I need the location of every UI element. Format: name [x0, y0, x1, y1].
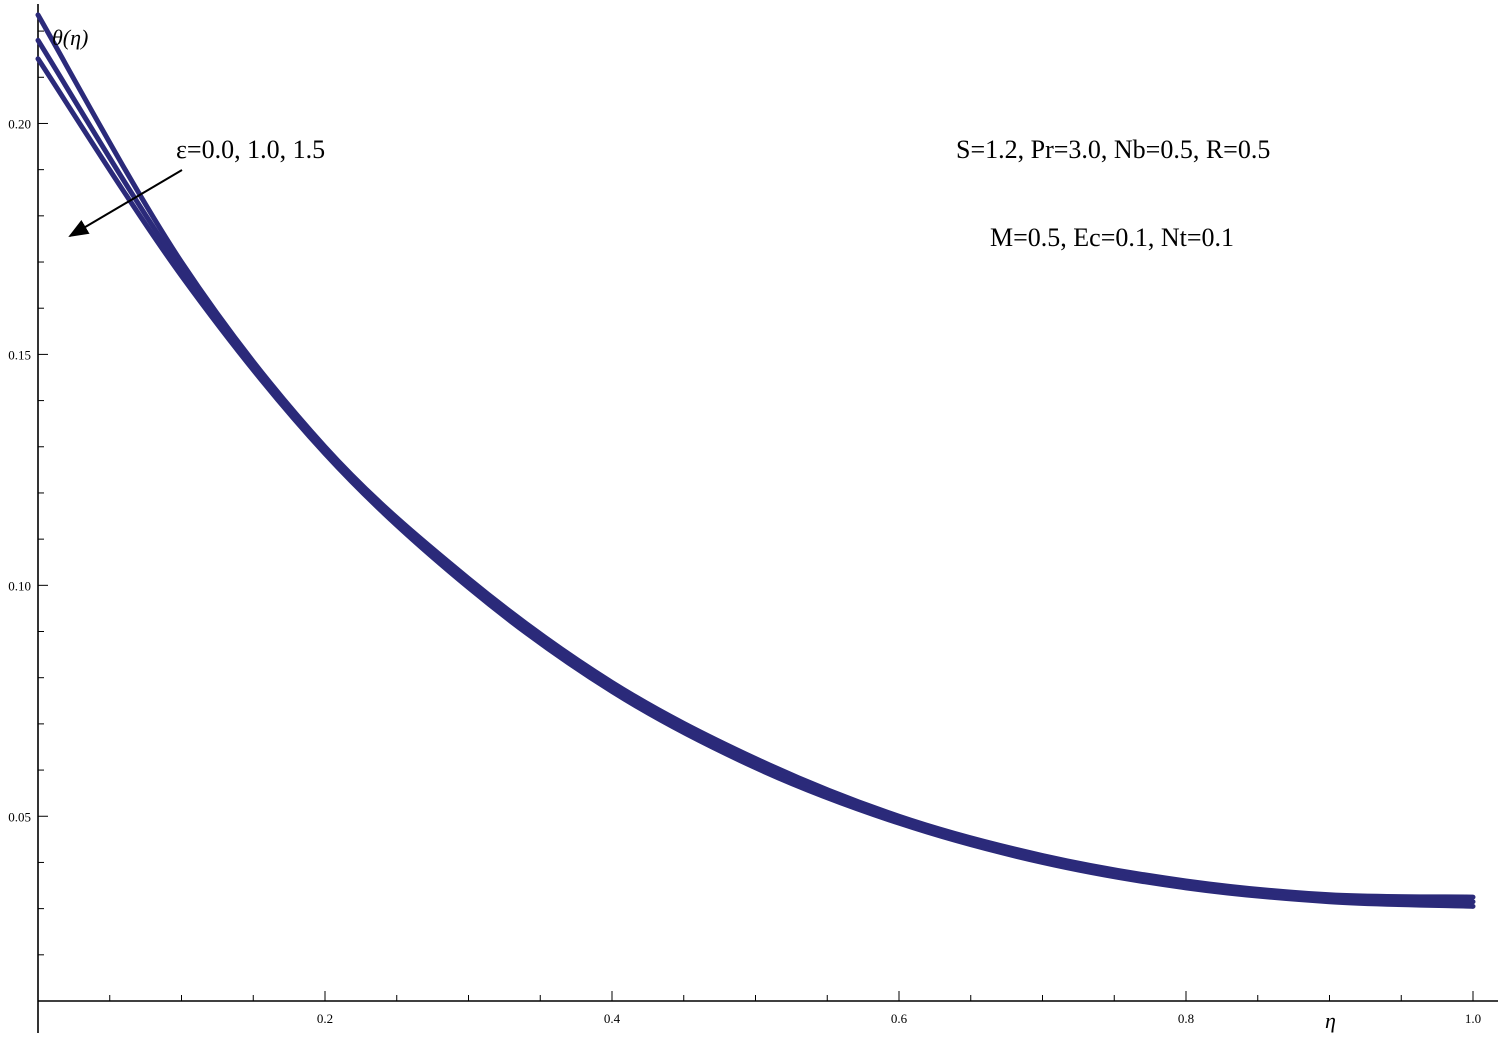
epsilon-arrow: [68, 169, 183, 238]
y-tick-label: 0.20: [8, 116, 31, 131]
y-tick-label: 0.05: [8, 809, 31, 824]
y-axis-label: θ(η): [52, 25, 88, 50]
epsilon-annotation: ε=0.0, 1.0, 1.5: [176, 135, 325, 164]
series-line-3: [35, 56, 1476, 909]
series-line-2: [35, 37, 1476, 905]
y-tick-label: 0.15: [8, 347, 31, 362]
params-annotation-line2: M=0.5, Ec=0.1, Nt=0.1: [990, 223, 1234, 252]
series-group: [35, 12, 1476, 909]
x-tick-label: 1.0: [1465, 1011, 1481, 1026]
y-tick-label: 0.10: [8, 578, 31, 593]
x-axis-label: η: [1325, 1008, 1336, 1033]
axes: 0.2 0.4 0.6 0.8 1.0 0.05 0.10 0.15 0.20: [8, 4, 1498, 1033]
x-tick-label: 0.8: [1178, 1011, 1194, 1026]
x-tick-label: 0.4: [604, 1011, 621, 1026]
params-annotation-line1: S=1.2, Pr=3.0, Nb=0.5, R=0.5: [956, 135, 1270, 164]
x-tick-label: 0.2: [317, 1011, 333, 1026]
x-tick-label: 0.6: [891, 1011, 908, 1026]
